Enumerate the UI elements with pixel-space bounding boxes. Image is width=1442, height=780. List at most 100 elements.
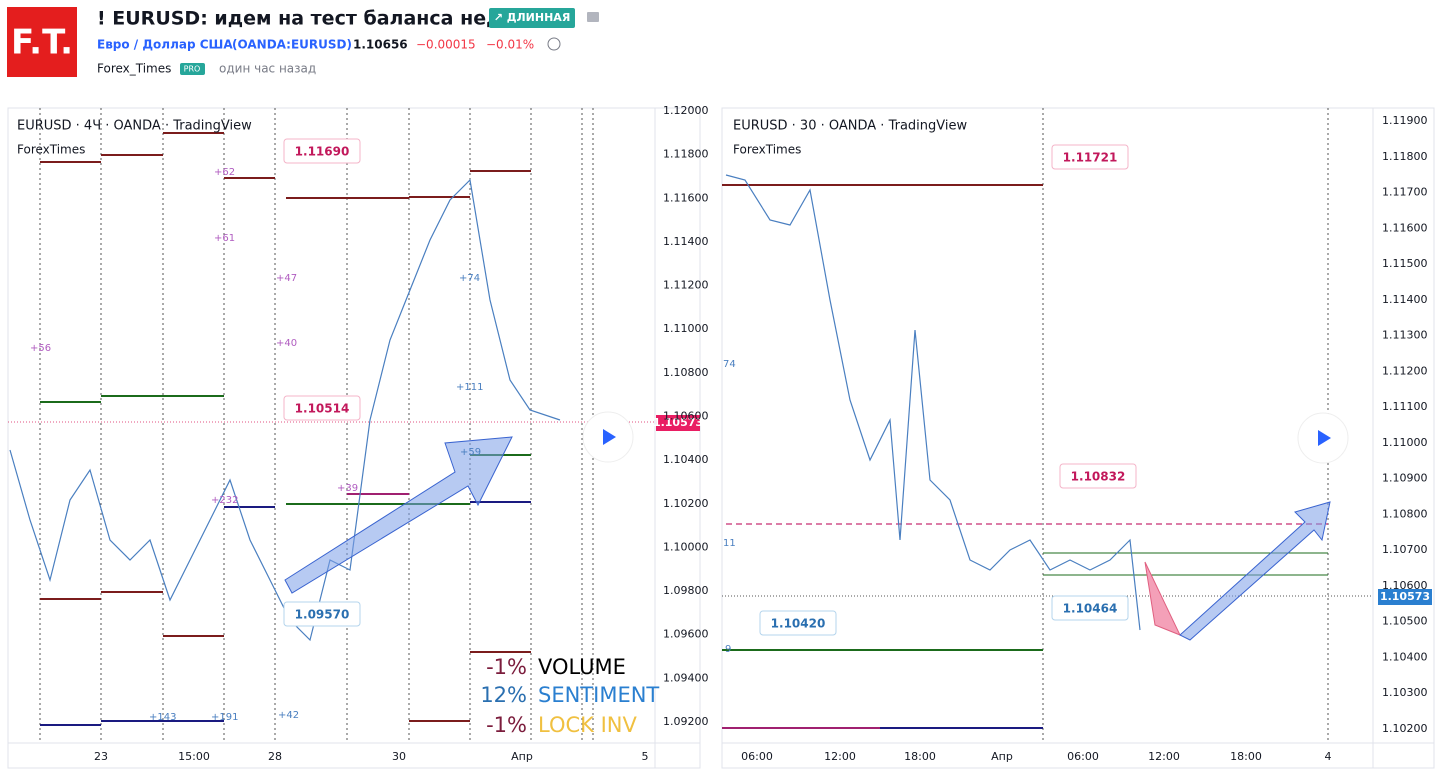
price: 1.10656 [353,38,408,52]
level-label: +111 [456,382,483,393]
y-tick-label: 1.11400 [663,235,709,248]
x-tick-label: 30 [392,750,406,763]
y-tick-label: 1.11000 [663,322,709,335]
pro-text: PRO [184,65,201,74]
level-label: +47 [276,273,297,284]
x-tick-label: 4 [1325,750,1332,763]
y-tick-label: 1.11300 [1382,329,1428,342]
left-sessions [39,108,594,743]
y-tick-label: 1.11800 [663,148,709,161]
stat-value: -1% [486,713,527,737]
callout: 1.11721 [1063,151,1118,165]
play-icon [1318,430,1331,446]
right-down-arrow [1144,561,1182,636]
level-label: +59 [460,447,481,458]
left-price-path [9,178,561,642]
y-tick-label: 1.10200 [1382,722,1428,735]
y-tick-label: 1.09600 [663,628,709,641]
level-label: +62 [214,167,235,178]
y-tick-label: 1.09800 [663,584,709,597]
x-tick-label: 06:00 [1067,750,1099,763]
logo-text: F.T. [11,23,73,63]
chart-legend: EURUSD · 4Ч · OANDA · TradingView [17,119,252,134]
y-tick-label: 1.10000 [663,540,709,553]
y-tick-label: 1.10200 [663,497,709,510]
y-tick-label: 1.12000 [663,104,709,117]
logo [7,7,77,77]
level-label: +191 [211,712,238,723]
x-tick-label: 06:00 [741,750,773,763]
callouts: 1.11690 1.10514 1.09570 1.11721 1.10832 … [283,138,1137,636]
alarm-icon[interactable] [547,37,561,51]
y-tick-label: 1.11200 [663,279,709,292]
pro-badge [180,63,205,75]
x-tick-label: Апр [991,750,1013,763]
price-tag-text: 1.10573 [1380,590,1430,603]
y-tick-label: 1.10700 [1382,543,1428,556]
y-tick-label: 1.11000 [1382,436,1428,449]
x-tick-label: 28 [268,750,282,763]
y-tick-label: 1.10600 [663,410,709,423]
callout: 1.10832 [1071,470,1126,484]
y-tick-label: 1.10800 [663,366,709,379]
idea-title: ! EURUSD: идем на тест баланса недели. [97,8,549,30]
x-tick-label: 5 [642,750,649,763]
y-tick-label: 1.11700 [1382,186,1428,199]
price-tag [656,415,700,431]
stat-value: -1% [486,655,527,679]
y-tick-label: 1.11200 [1382,364,1428,377]
stat-value: 12% [480,683,527,707]
y-tick-label: 1.09200 [663,715,709,728]
watermark: ForexTimes [17,143,85,157]
level-label: 9 [725,644,731,655]
level-label: +42 [278,710,299,721]
x-tick-label: Апр [511,750,533,763]
left-arrow [284,436,513,594]
price-tag-text: 1.10573 [653,416,703,429]
level-label: +232 [211,495,238,506]
callout: 1.11690 [295,145,350,159]
y-tick-label: 1.11600 [1382,221,1428,234]
author[interactable]: Forex_Times [97,62,171,76]
level-label: +74 [459,273,480,284]
y-tick-label: 1.10900 [1382,472,1428,485]
symbol-name[interactable]: Евро / Доллар США [97,38,233,52]
right-sessions [1042,108,1329,743]
time-ago: один час назад [219,62,316,76]
level-label: +56 [30,343,51,354]
level-label: +61 [214,233,235,244]
change-pct: −0.01% [486,38,534,52]
y-tick-label: 1.11600 [663,191,709,204]
stat-label: LOCK INV [538,713,637,737]
x-tick-label: 15:00 [178,750,210,763]
y-tick-label: 1.11400 [1382,293,1428,306]
level-label: +40 [276,338,297,349]
y-tick-label: 1.10500 [1382,615,1428,628]
badge [489,8,575,28]
stat-label: SENTIMENT [538,683,659,707]
y-tick-label: 1.10600 [1382,579,1428,592]
x-tick-label: 18:00 [1230,750,1262,763]
x-tick-label: 18:00 [904,750,936,763]
lock-icon [587,12,599,22]
level-label: +39 [337,483,358,494]
small-labels: +62 +61 +47 +40 +56 +74 +111 +59 +39 +23… [30,167,736,723]
y-tick-label: 1.10800 [1382,507,1428,520]
y-tick-label: 1.10400 [1382,650,1428,663]
callout: 1.09570 [295,608,350,622]
y-tick-label: 1.10300 [1382,686,1428,699]
symbol-code[interactable]: (OANDA:EURUSD) [232,38,352,52]
x-ticks: 23 15:00 28 30 Апр 5 06:00 12:00 18:00 А… [94,750,1332,763]
x-tick-label: 23 [94,750,108,763]
price-tag [1378,589,1432,605]
right-arrow [1179,501,1331,641]
level-label: 11 [723,538,736,549]
x-tick-label: 12:00 [824,750,856,763]
x-tick-label: 12:00 [1148,750,1180,763]
callout: 1.10514 [295,402,350,416]
y-tick-label: 1.11500 [1382,257,1428,270]
play-icon [603,429,616,445]
change: −0.00015 [416,38,476,52]
